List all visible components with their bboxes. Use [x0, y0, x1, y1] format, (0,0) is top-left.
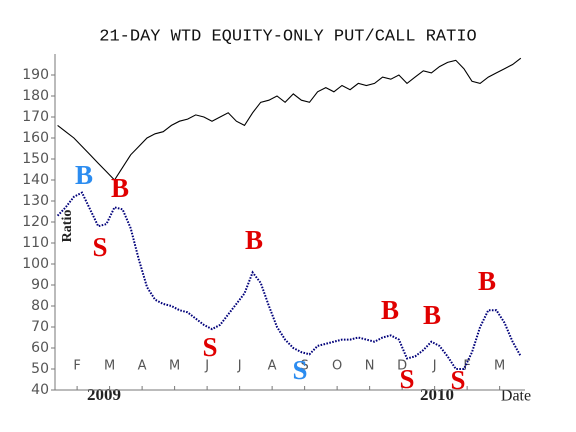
y-tick-label: 130 [22, 193, 49, 209]
y-tick-label: 110 [22, 235, 49, 251]
x-tick-label: F [73, 359, 80, 374]
signal-annotation: S [399, 364, 414, 394]
x-tick-label: M [169, 359, 180, 374]
year-label: 2009 [87, 385, 121, 404]
y-tick-label: 60 [31, 340, 49, 356]
x-axis-label: Date [501, 388, 531, 405]
x-tick-label: J [237, 359, 242, 374]
y-tick-label: 140 [22, 172, 49, 188]
chart-title: 21-DAY WTD EQUITY-ONLY PUT/CALL RATIO [99, 27, 476, 46]
y-tick-label: 100 [22, 256, 49, 272]
y-tick-label: 160 [22, 130, 49, 146]
x-tick-label: M [104, 359, 115, 374]
signal-annotation: B [381, 295, 399, 325]
x-tick-label: A [138, 359, 147, 374]
signal-annotation: B [75, 160, 93, 190]
y-tick-label: 120 [22, 214, 49, 230]
x-tick-label: M [494, 359, 505, 374]
x-tick-label: F [463, 359, 470, 374]
y-tick-label: 170 [22, 109, 49, 125]
y-tick-label: 90 [31, 277, 49, 293]
data-line [57, 57, 522, 181]
x-tick-label: D [397, 359, 407, 374]
x-tick-label: A [268, 359, 277, 374]
y-tick-label: 190 [22, 67, 49, 83]
signal-annotation: S [292, 355, 307, 385]
signal-annotation: B [423, 300, 441, 330]
signal-annotation: S [92, 232, 107, 262]
signal-annotation: B [245, 225, 263, 255]
y-tick-label: 70 [31, 319, 49, 335]
y-tick-label: 40 [31, 382, 49, 398]
year-label: 2010 [420, 385, 454, 404]
y-tick-label: 80 [31, 298, 49, 314]
x-tick-label: S [300, 359, 308, 374]
x-tick-label: N [365, 359, 375, 374]
signal-annotation: S [202, 332, 217, 362]
signal-annotation: B [111, 173, 129, 203]
signal-annotation: B [478, 266, 496, 296]
x-tick-label: J [432, 359, 437, 374]
signal-annotation: S [450, 365, 465, 395]
y-tick-label: 180 [22, 88, 49, 104]
y-tick-label: 50 [31, 361, 49, 377]
y-axis-label: Ratio [60, 210, 75, 243]
x-tick-label: O [332, 359, 342, 374]
x-tick-label: J [204, 359, 209, 374]
data-line [56, 191, 522, 370]
y-tick-label: 150 [22, 151, 49, 167]
